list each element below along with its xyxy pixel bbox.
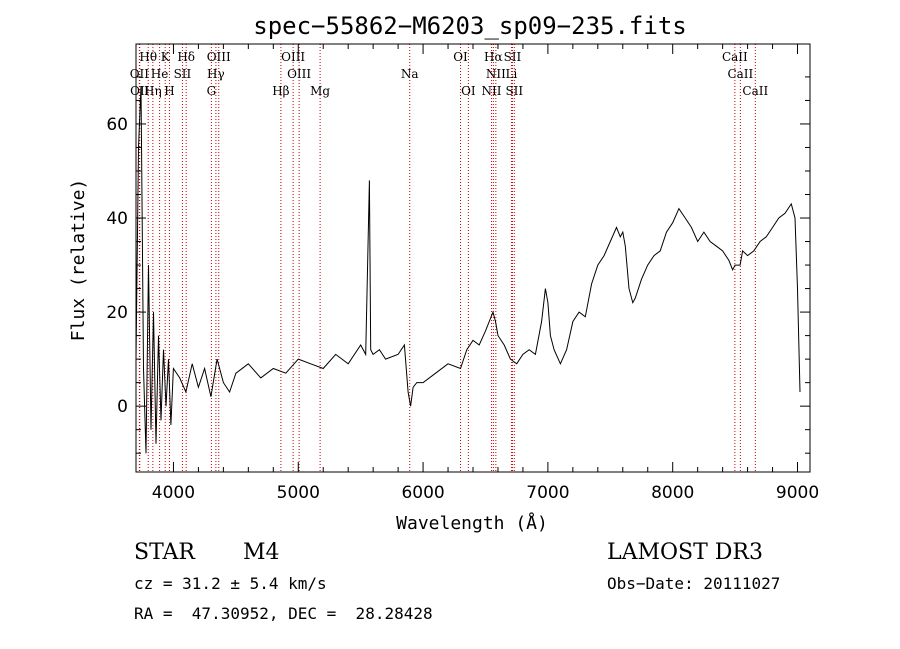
spectral-line-label: G xyxy=(207,84,217,98)
x-tick-label: 8000 xyxy=(651,483,694,503)
spectrum-line xyxy=(135,86,801,454)
x-tick-label: 6000 xyxy=(401,483,444,503)
spectral-line-label: Hγ xyxy=(207,67,225,81)
spectral-line-label: OI xyxy=(453,50,468,64)
spectral-line-label: SII xyxy=(174,67,192,81)
spectral-line-label: Hη xyxy=(144,84,162,98)
spectral-line-label: K xyxy=(161,50,171,64)
survey-name: LAMOST DR3 xyxy=(607,540,763,565)
axis-tick-labels: 4000 5000 6000 7000 8000 9000 0 20 40 60 xyxy=(106,115,819,503)
spectral-line-label: CaII xyxy=(722,50,748,64)
redshift-cz: cz = 31.2 ± 5.4 km/s xyxy=(134,574,327,593)
y-tick-label: 20 xyxy=(106,303,128,323)
spectral-line-label: OIII xyxy=(281,50,305,64)
spectral-line-label: H xyxy=(164,84,174,98)
spectral-line-markers xyxy=(138,44,756,472)
x-tick-label: 7000 xyxy=(526,483,569,503)
spectral-line-label: OII xyxy=(130,84,150,98)
spectral-line-label: Li xyxy=(506,67,518,81)
y-tick-label: 0 xyxy=(117,397,128,417)
x-tick-label: 5000 xyxy=(277,483,320,503)
y-tick-label: 60 xyxy=(106,115,128,135)
spectral-line-label: Hδ xyxy=(177,50,195,64)
object-subclass: M4 xyxy=(243,540,280,565)
spectral-line-label: CaII xyxy=(742,84,768,98)
spectral-line-label: NII xyxy=(481,84,501,98)
spectral-line-label: Hβ xyxy=(272,84,289,98)
spectral-line-label: OIII xyxy=(287,67,311,81)
x-tick-label: 9000 xyxy=(776,483,819,503)
spectral-line-label: OIII xyxy=(207,50,231,64)
spectral-line-label: Hθ xyxy=(139,50,157,64)
spectral-line-label: SII xyxy=(505,84,523,98)
spectral-line-label: Hα xyxy=(484,50,503,64)
observation-date: Obs−Date: 20111027 xyxy=(607,574,781,593)
x-tick-label: 4000 xyxy=(152,483,195,503)
object-class: STAR xyxy=(134,540,195,565)
spectral-line-label: CaII xyxy=(727,67,753,81)
x-axis-label: Wavelength (Å) xyxy=(396,512,548,534)
spectral-line-label: OII xyxy=(130,67,150,81)
y-tick-label: 40 xyxy=(106,209,128,229)
spectral-line-label: SII xyxy=(504,50,522,64)
spectral-line-label: NII xyxy=(486,67,506,81)
chart-title: spec−55862−M6203_sp09−235.fits xyxy=(253,12,686,40)
spectral-line-label: Na xyxy=(401,67,419,81)
spectral-line-label: He xyxy=(151,67,169,81)
spectral-line-label: OI xyxy=(461,84,476,98)
y-axis-label: Flux (relative) xyxy=(68,179,89,342)
sky-coordinates: RA = 47.30952, DEC = 28.28428 xyxy=(134,604,433,623)
spectral-line-label: Mg xyxy=(310,84,330,98)
plot-frame xyxy=(135,43,811,473)
axis-ticks xyxy=(136,44,810,472)
